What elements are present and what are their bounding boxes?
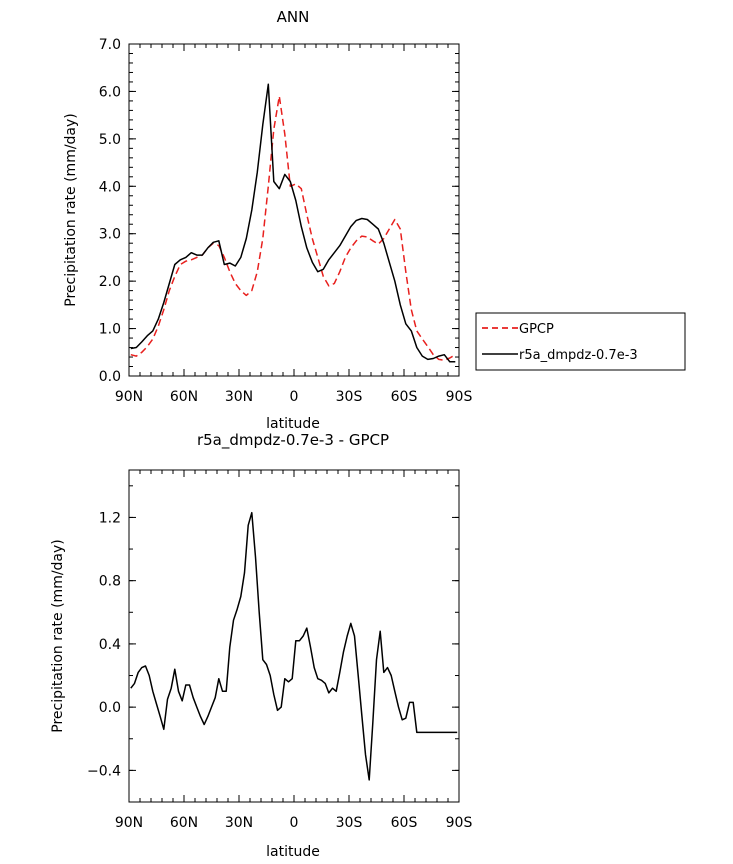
y-tick-label: 3.0: [99, 227, 121, 243]
x-tick-label: 90S: [446, 389, 473, 405]
series-line-gpcp: [130, 95, 456, 362]
x-tick-label: 60N: [170, 815, 198, 831]
y-tick-label: 4.0: [99, 179, 121, 195]
top-x-tick-labels: 90N 60N 30N 0 30S 60S 90S: [115, 389, 473, 405]
y-tick-label: 7.0: [99, 37, 121, 53]
x-tick-label: 90N: [115, 389, 143, 405]
y-tick-label: 6.0: [99, 84, 121, 100]
series-line-difference: [130, 511, 458, 781]
bottom-x-tick-labels: 90N 60N 30N 0 30S 60S 90S: [115, 815, 473, 831]
bottom-panel: r5a_dmpdz-0.7e-3 - GPCP 90N 60N 30N 0 30S 60S…: [50, 431, 472, 860]
bottom-plot-frame: [128, 469, 460, 803]
legend-box: [475, 312, 686, 371]
legend: GPCP r5a_dmpdz-0.7e-3: [475, 312, 686, 371]
top-chart-title: ANN: [277, 8, 310, 26]
top-y-axis-label: Precipitation rate (mm/day): [63, 113, 79, 307]
y-tick-label: 5.0: [99, 132, 121, 148]
y-tick-label: −0.4: [87, 763, 121, 779]
x-tick-label: 90N: [115, 815, 143, 831]
bottom-x-axis-label: latitude: [266, 844, 320, 860]
legend-label-model: r5a_dmpdz-0.7e-3: [519, 348, 638, 363]
x-tick-label: 60S: [391, 389, 418, 405]
top-panel: ANN 90N 60N 30N 0 30S 60S 90S 0.0 1.0 2.0 3.0 4.0 5…: [63, 8, 472, 432]
top-x-axis-label: latitude: [266, 416, 320, 432]
y-tick-label: 0.0: [99, 369, 121, 385]
x-tick-label: 60S: [391, 815, 418, 831]
top-ticks: [128, 43, 460, 377]
y-tick-label: 1.0: [99, 322, 121, 338]
x-tick-label: 30S: [336, 815, 363, 831]
x-tick-label: 60N: [170, 389, 198, 405]
x-tick-label: 0: [290, 389, 299, 405]
x-tick-label: 30S: [336, 389, 363, 405]
y-tick-label: 0.8: [99, 574, 121, 590]
x-tick-label: 90S: [446, 815, 473, 831]
y-tick-label: 0.4: [99, 637, 121, 653]
series-line-r5a-dmpdz-0-7e-3: [130, 83, 456, 363]
top-series-group: [130, 83, 456, 363]
x-tick-label: 30N: [225, 815, 253, 831]
x-tick-label: 30N: [225, 389, 253, 405]
y-tick-label: 0.0: [99, 700, 121, 716]
top-y-tick-labels: 0.0 1.0 2.0 3.0 4.0 5.0 6.0 7.0: [99, 37, 121, 385]
bottom-y-axis-label: Precipitation rate (mm/day): [50, 539, 66, 733]
legend-label-gpcp: GPCP: [519, 322, 554, 337]
bottom-ticks: [128, 470, 460, 803]
y-tick-label: 2.0: [99, 274, 121, 290]
bottom-y-tick-labels: −0.4 0.0 0.4 0.8 1.2: [87, 510, 121, 779]
y-tick-label: 1.2: [99, 510, 121, 526]
bottom-chart-title: r5a_dmpdz-0.7e-3 - GPCP: [197, 431, 389, 450]
top-plot-frame: [128, 43, 460, 377]
x-tick-label: 0: [290, 815, 299, 831]
bottom-series-group: [130, 511, 458, 781]
